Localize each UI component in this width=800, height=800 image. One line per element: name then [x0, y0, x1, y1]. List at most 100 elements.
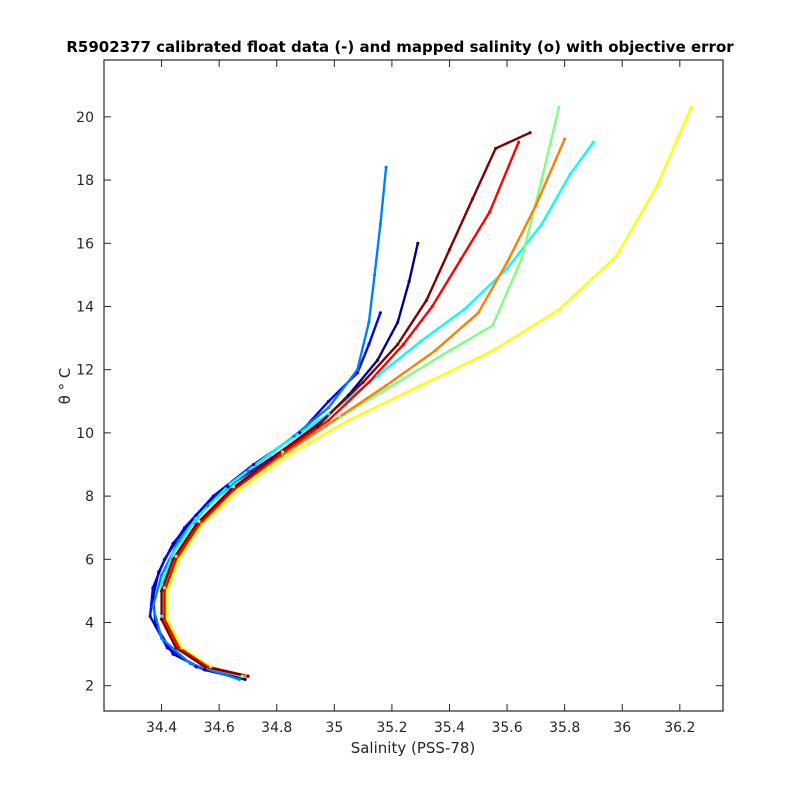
mapped-salinity-point [211, 494, 215, 498]
mapped-salinity-point [160, 617, 164, 622]
mapped-salinity-point [407, 279, 411, 283]
mapped-salinity-point [177, 557, 181, 561]
y-tick-label: 10 [76, 426, 94, 442]
mapped-salinity-point [540, 222, 544, 226]
mapped-salinity-point [229, 488, 233, 492]
mapped-salinity-point [157, 570, 161, 574]
mapped-salinity-point [206, 665, 210, 669]
mapped-salinity-point [237, 677, 241, 682]
mapped-salinity-point [476, 311, 480, 315]
mapped-salinity-point [338, 415, 342, 419]
x-tick-label: 35.8 [549, 720, 580, 736]
mapped-salinity-point [347, 393, 351, 397]
mapped-salinity-point [194, 522, 198, 527]
mapped-salinity-point [151, 586, 155, 590]
y-tick-label: 8 [85, 489, 94, 505]
mapped-salinity-point [171, 541, 175, 546]
mapped-salinity-point [433, 349, 437, 353]
mapped-salinity-point [275, 453, 279, 457]
mapped-salinity-point [419, 339, 423, 343]
mapped-salinity-point [491, 323, 495, 328]
mapped-salinity-point [355, 371, 359, 375]
mapped-salinity-point [165, 617, 169, 622]
mapped-salinity-point [162, 557, 167, 561]
mapped-salinity-point [557, 308, 561, 312]
mapped-salinity-point [243, 674, 247, 678]
mapped-salinity-point [188, 662, 192, 666]
mapped-salinity-point [194, 516, 198, 520]
mapped-salinity-point [160, 573, 164, 577]
mapped-salinity-point [568, 172, 573, 176]
mapped-salinity-point [183, 526, 187, 530]
x-tick-label: 34.4 [146, 720, 177, 736]
mapped-salinity-point [232, 488, 236, 492]
mapped-salinity-point [286, 453, 290, 457]
mapped-salinity-point [194, 665, 198, 669]
mapped-salinity-dots [148, 105, 693, 682]
mapped-salinity-point [280, 450, 285, 454]
mapped-salinity-point [148, 614, 152, 618]
mapped-salinity-point [528, 131, 532, 135]
mapped-salinity-point [534, 203, 538, 207]
axis-ticks: 34.4 34.6 34.8 35 35.2 35.4 35.6 35.8 36 36.2 2 4 6 8… [76, 60, 723, 736]
mapped-salinity-point [203, 665, 207, 669]
mapped-salinity-point [419, 383, 423, 388]
float-profile-line [166, 106, 693, 678]
mapped-salinity-point [197, 522, 201, 527]
mapped-salinity-point [614, 254, 619, 258]
mapped-salinity-point [505, 267, 509, 271]
mapped-salinity-point [165, 646, 169, 650]
mapped-salinity-point [165, 589, 169, 593]
mapped-salinity-point [447, 349, 452, 353]
mapped-salinity-point [151, 605, 155, 609]
y-tick-label: 6 [85, 552, 94, 568]
mapped-salinity-point [246, 674, 250, 678]
x-tick-label: 34.6 [204, 720, 235, 736]
mapped-salinity-point [203, 668, 207, 672]
mapped-salinity-point [505, 260, 509, 264]
mapped-salinity-point [232, 485, 236, 489]
mapped-salinity-point [361, 380, 365, 384]
mapped-salinity-point [462, 308, 466, 312]
mapped-salinity-point [240, 674, 244, 678]
mapped-salinity-point [174, 554, 178, 558]
y-tick-label: 16 [76, 236, 94, 252]
mapped-salinity-point [430, 304, 434, 309]
y-tick-label: 12 [76, 363, 94, 379]
mapped-salinity-point [280, 453, 285, 457]
mapped-salinity-point [416, 241, 420, 245]
mapped-salinity-point [378, 222, 382, 226]
mapped-salinity-point [384, 383, 388, 388]
mapped-salinity-point [517, 140, 521, 144]
mapped-salinity-point [194, 513, 198, 517]
mapped-salinity-point [208, 665, 213, 669]
mapped-salinity-point [488, 210, 492, 214]
plot-area [104, 60, 723, 711]
mapped-salinity-point [174, 646, 178, 650]
mapped-salinity-point [327, 418, 331, 422]
x-tick-label: 35 [325, 720, 343, 736]
mapped-salinity-point [321, 418, 325, 422]
mapped-salinity-point [275, 447, 279, 451]
mapped-salinity-point [315, 425, 319, 429]
mapped-salinity-point [327, 406, 331, 410]
y-tick-label: 14 [76, 299, 94, 315]
mapped-salinity-point [447, 248, 452, 252]
mapped-salinity-point [327, 399, 331, 403]
mapped-salinity-point [375, 358, 380, 362]
mapped-salinity-point [557, 105, 561, 109]
float-profile-line [163, 141, 520, 678]
mapped-salinity-point [563, 137, 567, 141]
y-tick-label: 18 [76, 173, 94, 189]
mapped-salinity-point [494, 146, 498, 151]
mapped-salinity-point [332, 418, 336, 422]
mapped-salinity-point [160, 583, 164, 587]
mapped-salinity-point [375, 374, 380, 378]
mapped-salinity-point [396, 380, 400, 384]
mapped-salinity-point [396, 342, 400, 346]
mapped-salinity-point [401, 342, 405, 346]
mapped-salinity-point [200, 522, 204, 527]
mapped-salinity-point [171, 652, 175, 656]
mapped-salinity-point [154, 624, 158, 628]
